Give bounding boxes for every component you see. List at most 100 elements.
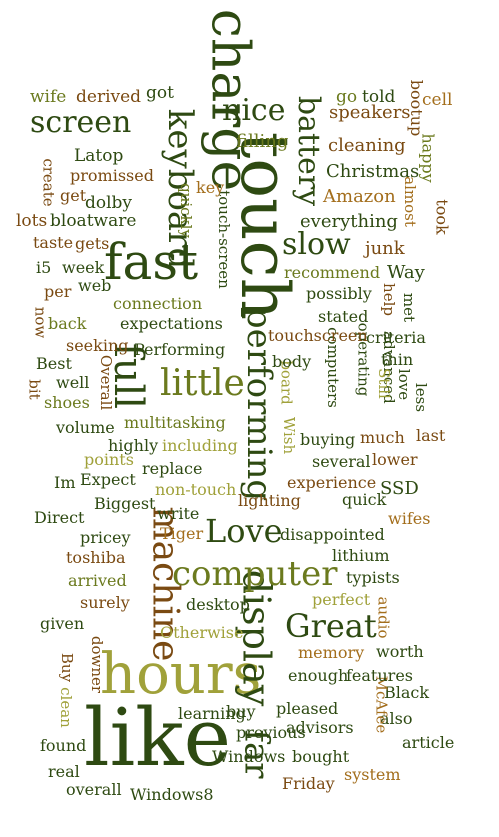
word: little bbox=[160, 363, 245, 404]
word: Expect bbox=[80, 470, 136, 489]
word: non-touch bbox=[155, 480, 237, 499]
word: Great bbox=[285, 607, 377, 645]
word: week bbox=[62, 258, 105, 277]
word: well bbox=[56, 373, 90, 392]
word: connection bbox=[113, 294, 203, 313]
word: help bbox=[379, 283, 398, 316]
word: less bbox=[412, 382, 431, 413]
word: Latop bbox=[74, 146, 124, 166]
word: Overall bbox=[97, 354, 116, 411]
word: Love bbox=[205, 512, 283, 550]
word: seeking bbox=[66, 336, 129, 355]
word: get bbox=[60, 186, 87, 205]
word: surely bbox=[80, 593, 130, 612]
word: learning bbox=[178, 704, 246, 723]
word: pleased bbox=[276, 699, 339, 718]
word: write bbox=[157, 504, 200, 523]
word: Still bbox=[374, 368, 393, 399]
word: touchscreen bbox=[268, 326, 368, 345]
word: nice bbox=[222, 93, 286, 128]
word: got bbox=[146, 83, 174, 103]
word: typists bbox=[346, 568, 400, 587]
word: advisors bbox=[286, 718, 354, 737]
word: previous bbox=[236, 723, 306, 742]
word: Amazon bbox=[323, 186, 396, 207]
word: memory bbox=[298, 643, 365, 662]
word: criteria bbox=[366, 328, 426, 347]
word: took bbox=[432, 199, 452, 235]
word: lots bbox=[16, 211, 48, 231]
word: bit bbox=[25, 379, 44, 400]
word: quick bbox=[342, 490, 387, 509]
word: buying bbox=[300, 430, 356, 449]
word: given bbox=[40, 614, 85, 633]
word: expectations bbox=[120, 314, 223, 333]
word: lithium bbox=[332, 546, 390, 565]
word: clean bbox=[56, 687, 75, 728]
word: computer bbox=[172, 554, 338, 594]
word: Windows bbox=[212, 747, 286, 766]
word: fast bbox=[104, 233, 199, 291]
word: almost bbox=[400, 176, 419, 227]
word: gets bbox=[75, 234, 110, 253]
word: told bbox=[362, 87, 396, 107]
word: Christmas bbox=[326, 161, 420, 182]
word: also bbox=[380, 709, 413, 728]
word: Performing bbox=[134, 340, 226, 359]
word: features bbox=[346, 666, 413, 685]
word: cleaning bbox=[328, 135, 406, 156]
word: real bbox=[48, 762, 80, 781]
word: create bbox=[39, 158, 58, 207]
word: quickly bbox=[176, 183, 195, 238]
word: touch-screen bbox=[214, 190, 233, 289]
word: everything bbox=[300, 211, 398, 232]
word: thin bbox=[381, 350, 414, 369]
word: Friday bbox=[282, 774, 335, 793]
word: bloatware bbox=[50, 211, 137, 231]
word: junk bbox=[365, 238, 405, 259]
word: much bbox=[360, 428, 405, 447]
word: speakers bbox=[329, 102, 411, 123]
word: go bbox=[336, 87, 358, 107]
word: shoes bbox=[44, 393, 90, 412]
word: desktop bbox=[186, 595, 250, 614]
word: Im bbox=[54, 473, 76, 492]
word: promissed bbox=[70, 166, 154, 185]
word: Tiger bbox=[160, 524, 204, 543]
word: Black bbox=[384, 683, 430, 702]
word: experience bbox=[287, 473, 377, 492]
word: Way bbox=[387, 262, 425, 283]
word: key bbox=[196, 178, 225, 197]
word: Wish bbox=[280, 416, 299, 455]
word: arrived bbox=[68, 571, 127, 590]
word: stated bbox=[318, 307, 369, 326]
word: per bbox=[44, 282, 72, 301]
word: Otherwise bbox=[160, 623, 244, 642]
word: filling bbox=[236, 131, 289, 152]
word: Direct bbox=[34, 508, 85, 527]
word: downer bbox=[88, 635, 107, 694]
word: Biggest bbox=[94, 494, 156, 513]
word: battery bbox=[291, 95, 327, 207]
word: points bbox=[84, 450, 134, 469]
word: like bbox=[84, 691, 231, 784]
word: volume bbox=[56, 418, 115, 437]
word: Buy bbox=[58, 652, 77, 683]
word: body bbox=[272, 352, 312, 371]
word: dolby bbox=[85, 193, 133, 213]
word: wife bbox=[30, 87, 67, 107]
word: bought bbox=[292, 747, 350, 766]
word: article bbox=[402, 733, 455, 752]
word: hours bbox=[100, 642, 262, 707]
word: i5 bbox=[36, 258, 52, 277]
word: multitasking bbox=[124, 413, 226, 432]
word: toshiba bbox=[66, 548, 126, 567]
word: worth bbox=[376, 642, 424, 661]
word: recommend bbox=[284, 263, 381, 282]
word: love bbox=[395, 368, 414, 401]
word: buy bbox=[226, 702, 256, 721]
word: slow bbox=[282, 227, 351, 262]
word: now bbox=[31, 306, 50, 339]
word: lighting bbox=[238, 491, 301, 510]
